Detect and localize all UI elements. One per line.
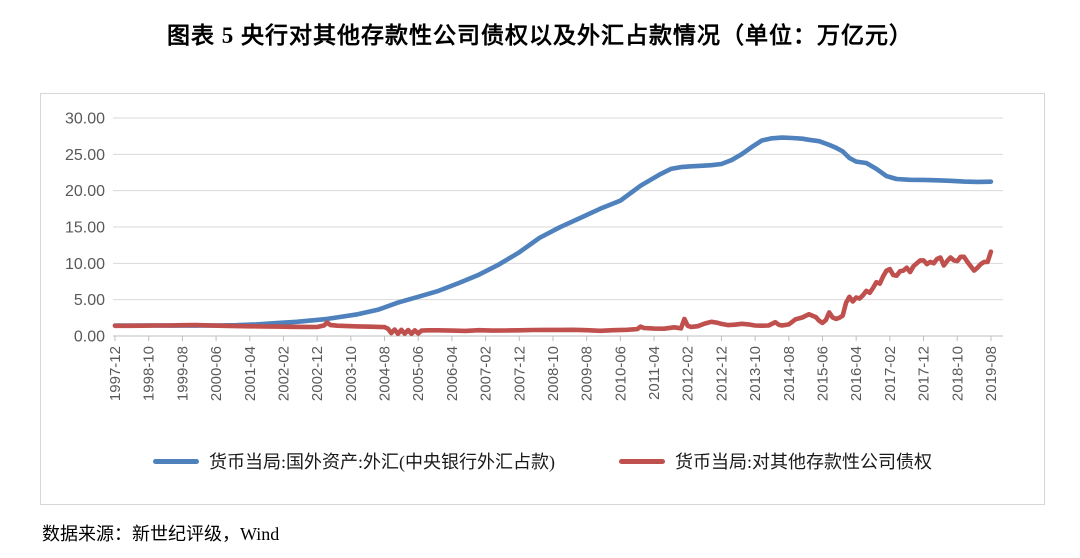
claims-series-swatch [619,458,665,464]
y-axis-label: 5.00 [74,292,105,309]
legend: 货币当局:国外资产:外汇(中央银行外汇占款) 货币当局:对其他存款性公司债权 [41,448,1044,474]
x-axis-label: 2014-08 [781,346,798,401]
x-axis-label: 2007-02 [478,346,495,401]
chart-title: 图表 5 央行对其他存款性公司债权以及外汇占款情况（单位：万亿元） [167,23,913,48]
chart-frame: 30.00 25.00 20.00 15.00 10.00 5.00 0.00 1997-12… [40,93,1045,505]
y-axis-label: 30.00 [65,111,105,128]
x-axis-label: 2002-12 [309,346,326,401]
fx-series-line [112,135,994,328]
x-axis-label: 2018-10 [949,346,966,401]
y-axis-label: 25.00 [65,147,105,164]
x-axis-label: 1999-08 [174,346,191,401]
x-axis-label: 2009-08 [579,346,596,401]
x-axis-label: 2003-10 [343,346,360,401]
source-note: 数据来源：新世纪评级，Wind [42,524,280,544]
x-axis-label: 2012-12 [713,346,730,401]
claims-series-line [112,249,994,337]
x-axis-label: 2006-04 [444,346,461,401]
fx-series-swatch [153,458,199,464]
legend-item-fx: 货币当局:国外资产:外汇(中央银行外汇占款) [153,448,555,474]
y-axis-label: 20.00 [65,183,105,200]
claims-series-label: 货币当局:对其他存款性公司债权 [675,452,932,472]
x-axis-label: 2008-10 [545,346,562,401]
x-axis-label: 2010-06 [612,346,629,401]
x-axis-label: 2017-12 [916,346,933,401]
y-axis-label: 10.00 [65,256,105,273]
x-axis-label: 2012-02 [680,346,697,401]
plot-area: 30.00 25.00 20.00 15.00 10.00 5.00 0.001997-12… [65,111,1003,401]
x-axis-label: 2004-08 [377,346,394,401]
x-axis-label: 2005-06 [410,346,427,401]
legend-item-claims: 货币当局:对其他存款性公司债权 [619,448,932,474]
x-axis-label: 1997-12 [107,346,124,401]
x-axis-label: 2002-02 [275,346,292,401]
x-axis-label: 2011-04 [646,346,663,400]
x-axis-label: 2013-10 [747,346,764,401]
x-axis-label: 2001-04 [242,346,259,401]
x-axis-label: 1998-10 [141,346,158,401]
y-axis-label: 15.00 [65,220,105,237]
x-axis-label: 2017-02 [882,346,899,401]
x-axis-label: 2000-06 [208,346,225,401]
x-axis-label: 2015-06 [814,346,831,401]
x-axis-label: 2016-04 [848,346,865,401]
x-axis-label: 2007-12 [511,346,528,401]
x-axis-label: 2019-08 [983,346,1000,401]
y-axis-label: 0.00 [74,329,105,346]
fx-series-label: 货币当局:国外资产:外汇(中央银行外汇占款) [209,452,555,472]
